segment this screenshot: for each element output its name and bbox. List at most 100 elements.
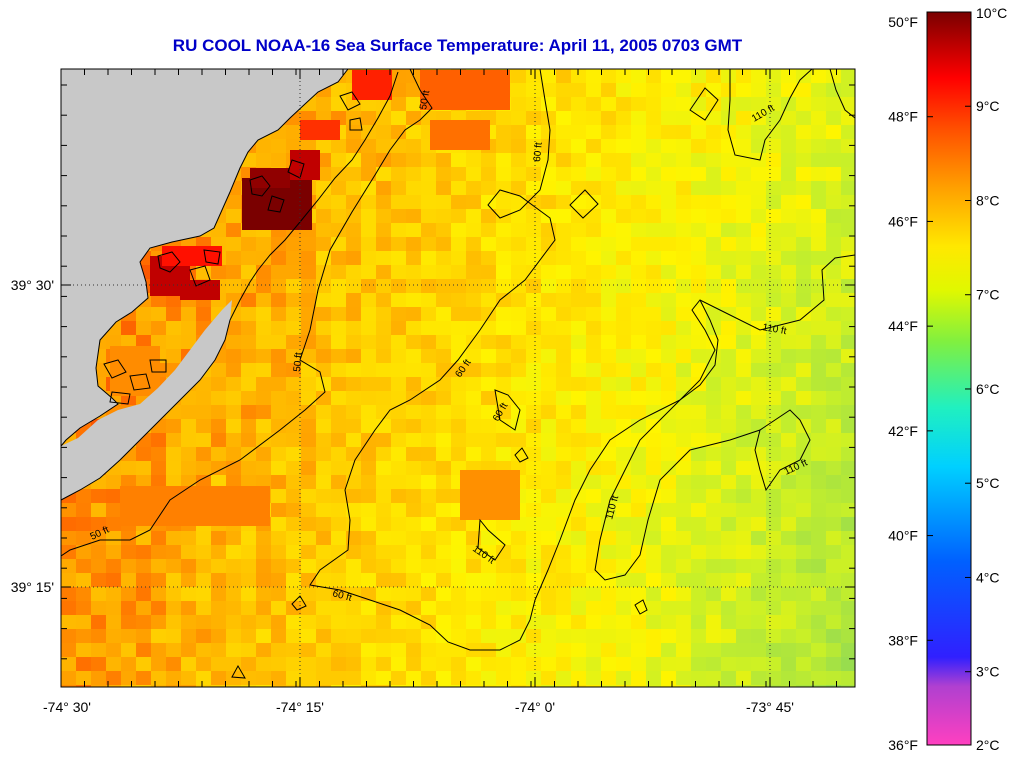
sst-cell [316, 181, 332, 196]
sst-cell [361, 223, 377, 238]
sst-cell [361, 307, 377, 322]
sst-cell [826, 489, 842, 504]
sst-cell [691, 181, 707, 196]
sst-cell [841, 405, 855, 420]
sst-cell [376, 489, 392, 504]
sst-cell [316, 503, 332, 518]
sst-cell [841, 447, 855, 462]
sst-cell [196, 419, 212, 434]
sst-cell [316, 475, 332, 490]
sst-cell [76, 657, 92, 672]
sst-cell [346, 685, 362, 687]
sst-cell [511, 167, 527, 182]
sst-cell [781, 587, 797, 602]
sst-cell [571, 83, 587, 98]
sst-cell [556, 125, 572, 140]
sst-cell [706, 153, 722, 168]
sst-cell [271, 139, 287, 154]
sst-cell [421, 265, 437, 280]
sst-cell [256, 419, 272, 434]
sst-cell [781, 629, 797, 644]
sst-cell [751, 447, 767, 462]
sst-cell [391, 475, 407, 490]
colorbar-f-label: 44°F [888, 318, 918, 334]
sst-cell [541, 601, 557, 616]
sst-cell [391, 671, 407, 686]
sst-cell [136, 601, 152, 616]
sst-cell [106, 629, 122, 644]
sst-cell [781, 531, 797, 546]
sst-cell [526, 531, 542, 546]
sst-cell [661, 671, 677, 686]
sst-cell [841, 517, 855, 532]
sst-cell [376, 601, 392, 616]
sst-cell [136, 573, 152, 588]
sst-cell [691, 209, 707, 224]
sst-cell [301, 545, 317, 560]
sst-cell [556, 223, 572, 238]
sst-cell [406, 643, 422, 658]
sst-cell [451, 685, 467, 687]
sst-cell [766, 531, 782, 546]
sst-cell [451, 629, 467, 644]
sst-cell [496, 237, 512, 252]
sst-cell [631, 405, 647, 420]
sst-cell [226, 615, 242, 630]
sst-cell [841, 489, 855, 504]
sst-cell [796, 209, 812, 224]
sst-cell [676, 209, 692, 224]
sst-cell [661, 503, 677, 518]
sst-cell [631, 181, 647, 196]
sst-cell [781, 391, 797, 406]
sst-cell [436, 531, 452, 546]
sst-cell [586, 643, 602, 658]
sst-cell [676, 195, 692, 210]
sst-cell [781, 657, 797, 672]
sst-cell [691, 69, 707, 84]
sst-cell [391, 629, 407, 644]
sst-cell [586, 223, 602, 238]
sst-cell [736, 265, 752, 280]
sst-cell [781, 209, 797, 224]
sst-cell [586, 307, 602, 322]
sst-cell [706, 265, 722, 280]
sst-cell [676, 83, 692, 98]
sst-cell [436, 293, 452, 308]
sst-cell [811, 475, 827, 490]
sst-cell [421, 349, 437, 364]
sst-cell [826, 391, 842, 406]
sst-cell [616, 335, 632, 350]
sst-cell [751, 111, 767, 126]
sst-cell [811, 671, 827, 686]
sst-cell [106, 573, 122, 588]
sst-cell [631, 517, 647, 532]
sst-cell [316, 349, 332, 364]
sst-cell [616, 405, 632, 420]
sst-cell [691, 629, 707, 644]
sst-cell [661, 363, 677, 378]
sst-cell [691, 657, 707, 672]
sst-cell [826, 307, 842, 322]
sst-cell [376, 139, 392, 154]
sst-cell [151, 447, 167, 462]
sst-cell [781, 419, 797, 434]
sst-cell [301, 321, 317, 336]
sst-cell [841, 335, 855, 350]
sst-cell [571, 475, 587, 490]
sst-cell [661, 251, 677, 266]
sst-cell [586, 349, 602, 364]
sst-cell [646, 671, 662, 686]
sst-cell [751, 559, 767, 574]
sst-cell [781, 559, 797, 574]
sst-cell [676, 629, 692, 644]
sst-cell [286, 307, 302, 322]
sst-cell [586, 251, 602, 266]
sst-cell [361, 139, 377, 154]
sst-cell [331, 335, 347, 350]
sst-cell [556, 139, 572, 154]
sst-cell [766, 265, 782, 280]
sst-cell [106, 657, 122, 672]
sst-cell [676, 251, 692, 266]
sst-cell [196, 265, 212, 280]
sst-cell [616, 685, 632, 687]
